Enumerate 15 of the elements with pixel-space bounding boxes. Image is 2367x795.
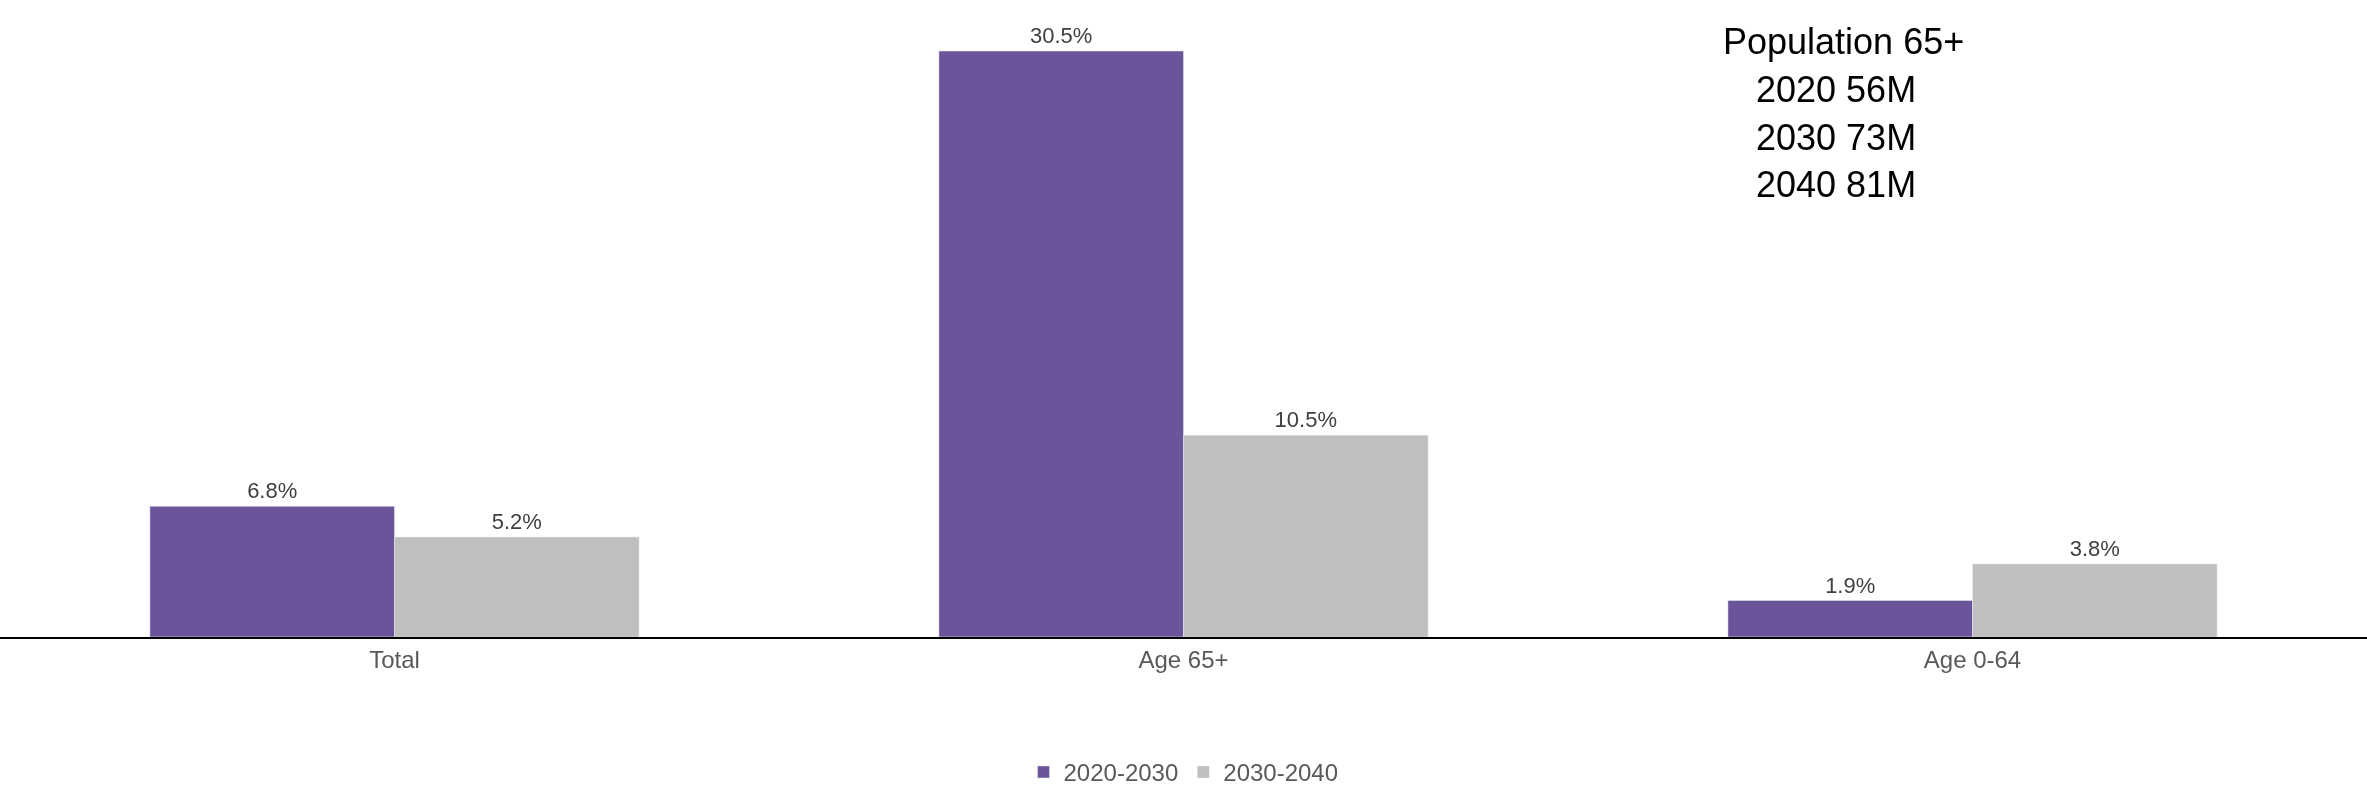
data-label: 1.9%: [1825, 572, 1876, 598]
annotation: 2030 73M: [1756, 117, 1917, 158]
x-tick-label: Total: [369, 645, 420, 673]
data-label: 5.2%: [491, 509, 542, 535]
annotation: Population 65+: [1723, 21, 1965, 62]
x-tick-label: Age 0-64: [1923, 645, 2022, 673]
legend-label: 2020-2030: [1063, 759, 1179, 787]
legend-label: 2030-2040: [1223, 759, 1339, 787]
data-label: 3.8%: [2069, 535, 2120, 561]
annotation: 2020 56M: [1756, 69, 1917, 110]
data-label: 30.5%: [1030, 23, 1093, 49]
x-tick-label: Age 65+: [1138, 645, 1229, 673]
data-label: 6.8%: [247, 478, 298, 504]
data-label: 10.5%: [1274, 407, 1337, 433]
annotation: 2040 81M: [1756, 164, 1917, 205]
